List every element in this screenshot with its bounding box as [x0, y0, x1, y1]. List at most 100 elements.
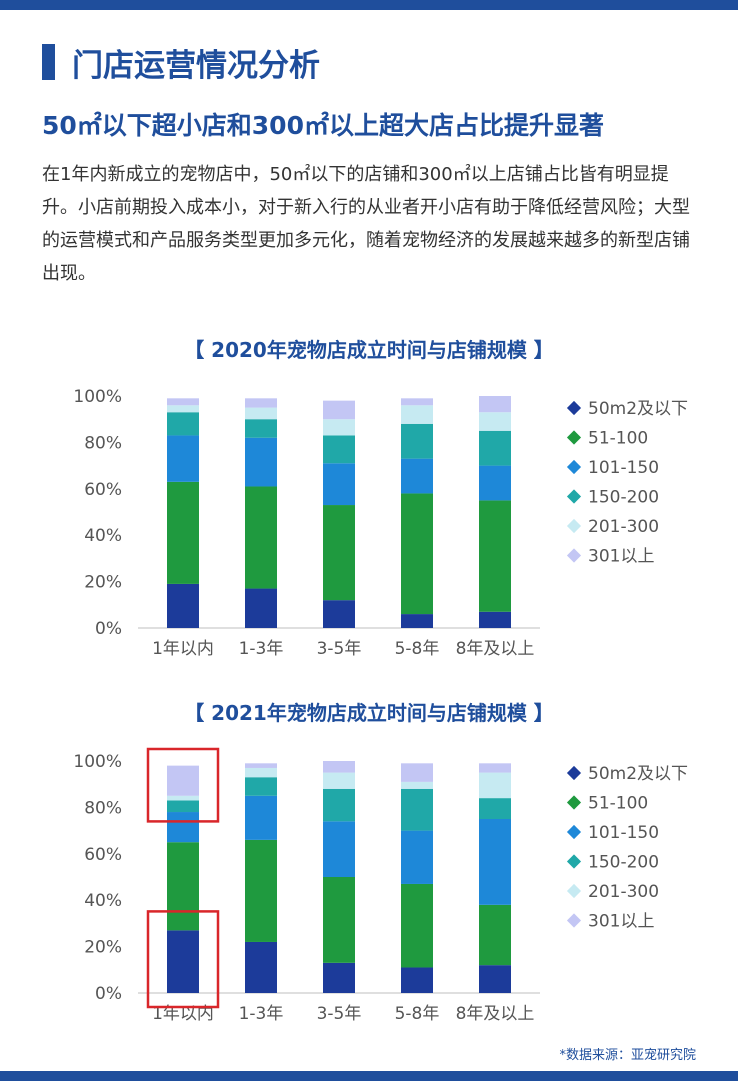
bar-segment — [479, 611, 511, 628]
body-paragraph: 在1年内新成立的宠物店中，50㎡以下的店铺和300㎡以上店铺占比皆有明显提升。小… — [42, 164, 690, 284]
bar-segment — [323, 419, 355, 436]
legend-label: 50m2及以下 — [588, 764, 688, 784]
legend-swatch — [566, 400, 582, 416]
y-tick-label: 40% — [84, 891, 122, 911]
y-tick-label: 60% — [84, 845, 122, 865]
bar-segment — [323, 962, 355, 993]
bar-segment — [479, 763, 511, 773]
bar-segment — [245, 437, 277, 487]
chart-2020: 0% 20% 40% 60% 80% 100% 1年以内 1-3年 3-5年 5-8年 8年及以上 5… — [73, 387, 688, 659]
legend-swatch — [566, 489, 582, 504]
bar-segment — [167, 842, 199, 931]
bar-segment — [245, 588, 277, 628]
bar-segment — [167, 481, 199, 584]
bar-segment — [401, 967, 433, 993]
y-tick-label: 100% — [73, 752, 122, 772]
bar-segment — [401, 405, 433, 424]
bar-segment — [167, 765, 199, 796]
bar-segment — [167, 930, 199, 993]
legend-swatch — [566, 913, 582, 928]
page-subtitle: 50㎡以下超小店和300㎡以上超大店占比提升显著 — [42, 111, 604, 140]
legend-swatch — [566, 518, 582, 534]
legend-label: 150-200 — [588, 488, 659, 508]
bar-segment — [401, 398, 433, 406]
bar-segment — [167, 405, 199, 413]
x-tick-label: 1-3年 — [239, 1004, 284, 1024]
bar-segment — [167, 583, 199, 628]
bar-segment — [245, 777, 277, 796]
bar-segment — [167, 795, 199, 801]
bar-segment — [401, 493, 433, 615]
chart-2020-title: 【 2020年宠物店成立时间与店铺规模 】 — [184, 338, 554, 362]
legend-label: 150-200 — [588, 853, 659, 873]
bar-segment — [479, 500, 511, 612]
legend-label: 301以上 — [588, 547, 654, 567]
bar-segment — [245, 486, 277, 589]
legend-label: 201-300 — [588, 882, 659, 902]
bar-segment — [167, 398, 199, 406]
bar-segment — [401, 458, 433, 494]
bar-segment — [401, 883, 433, 968]
legend-label: 101-150 — [588, 458, 659, 478]
bar-segment — [479, 772, 511, 799]
bar-segment — [479, 396, 511, 413]
bar-segment — [245, 398, 277, 408]
y-tick-label: 60% — [84, 480, 122, 500]
highlight-box — [146, 910, 220, 1009]
top-accent-bar — [0, 0, 738, 10]
bar-segment — [401, 830, 433, 884]
y-tick-label: 80% — [84, 798, 122, 818]
bar-segment — [401, 788, 433, 831]
bar-segment — [167, 412, 199, 436]
x-tick-label: 1年以内 — [152, 639, 214, 659]
bar-segment — [479, 798, 511, 819]
bar-segment — [245, 839, 277, 942]
bar-segment — [323, 772, 355, 789]
chart-2021-title: 【 2021年宠物店成立时间与店铺规模 】 — [184, 701, 554, 725]
legend-label: 101-150 — [588, 823, 659, 843]
bar-segment — [167, 435, 199, 482]
bar-segment — [323, 505, 355, 601]
bar-segment — [479, 904, 511, 966]
legend-label: 301以上 — [588, 912, 654, 932]
data-source-note: *数据来源：亚宠研究院 — [559, 1048, 696, 1063]
legend-swatch — [566, 883, 582, 899]
bar-segment — [245, 941, 277, 993]
y-tick-label: 20% — [84, 938, 122, 958]
bar-segment — [323, 435, 355, 464]
x-tick-label: 3-5年 — [317, 639, 362, 659]
bar-segment — [323, 463, 355, 506]
bar-segment — [323, 821, 355, 877]
bar-segment — [167, 812, 199, 843]
bar-segment — [323, 400, 355, 420]
x-tick-label: 3-5年 — [317, 1004, 362, 1024]
y-tick-label: 0% — [95, 619, 122, 639]
y-tick-label: 20% — [84, 573, 122, 593]
bar-segment — [323, 788, 355, 822]
y-tick-label: 100% — [73, 387, 122, 407]
bar-segment — [401, 763, 433, 782]
legend-swatch — [566, 430, 582, 445]
bar-segment — [401, 614, 433, 628]
bottom-accent-bar — [0, 1071, 738, 1081]
bar-segment — [245, 795, 277, 840]
y-tick-label: 80% — [84, 433, 122, 453]
bar-segment — [479, 819, 511, 905]
legend-swatch — [566, 795, 582, 810]
y-tick-label: 0% — [95, 984, 122, 1004]
bar-segment — [323, 877, 355, 963]
bar-segment — [323, 600, 355, 628]
legend-swatch — [566, 548, 582, 563]
bar-segment — [245, 419, 277, 438]
legend-label: 50m2及以下 — [588, 399, 688, 419]
y-tick-label: 40% — [84, 526, 122, 546]
bar-segment — [245, 763, 277, 768]
bar-segment — [479, 465, 511, 501]
highlight-box — [146, 747, 220, 823]
legend-label: 201-300 — [588, 517, 659, 537]
x-tick-label: 5-8年 — [395, 639, 440, 659]
x-tick-label: 1年以内 — [152, 1004, 214, 1024]
title-marker — [42, 44, 55, 80]
legend-label: 51-100 — [588, 794, 648, 814]
bar-segment — [167, 800, 199, 813]
